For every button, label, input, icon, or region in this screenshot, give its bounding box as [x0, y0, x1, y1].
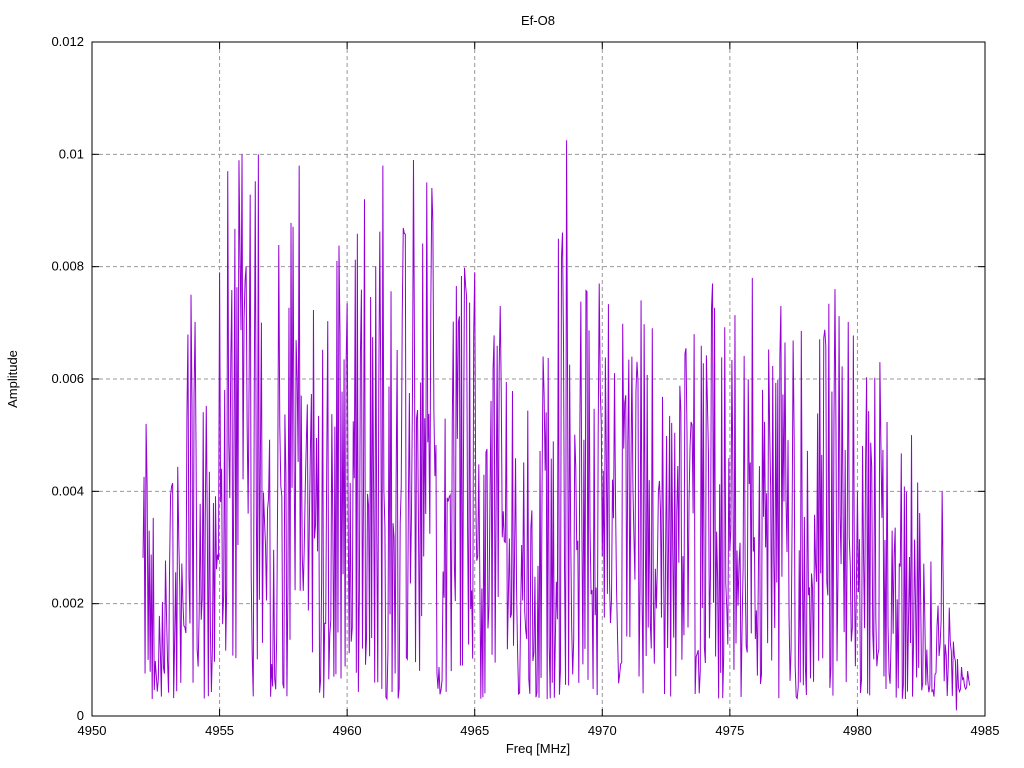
x-tick-label: 4965	[460, 723, 489, 738]
y-tick-label: 0.008	[51, 259, 84, 274]
y-tick-label: 0.01	[59, 146, 84, 161]
y-tick-label: 0.012	[51, 34, 84, 49]
grid-lines	[92, 42, 985, 716]
tick-label-layer: 4950 4955 4960 4965 4970 4975 4980 4985 0 0.002 0.…	[51, 34, 999, 738]
x-tick-label: 4960	[333, 723, 362, 738]
x-tick-label: 4980	[843, 723, 872, 738]
x-tick-label: 4975	[715, 723, 744, 738]
chart-title: Ef-O8	[521, 13, 555, 28]
x-tick-label: 4955	[205, 723, 234, 738]
y-tick-label: 0.002	[51, 596, 84, 611]
trace-layer	[142, 140, 971, 711]
x-axis-label: Freq [MHz]	[506, 741, 570, 756]
y-tick-label: 0.004	[51, 483, 84, 498]
axis-layer	[91, 41, 986, 717]
amplitude-spectrum-trace	[142, 140, 971, 711]
x-tick-label: 4950	[78, 723, 107, 738]
y-axis-label: Amplitude	[5, 350, 20, 408]
y-tick-label: 0	[77, 708, 84, 723]
x-tick-label: 4985	[971, 723, 1000, 738]
y-tick-label: 0.006	[51, 371, 84, 386]
x-tick-label: 4970	[588, 723, 617, 738]
